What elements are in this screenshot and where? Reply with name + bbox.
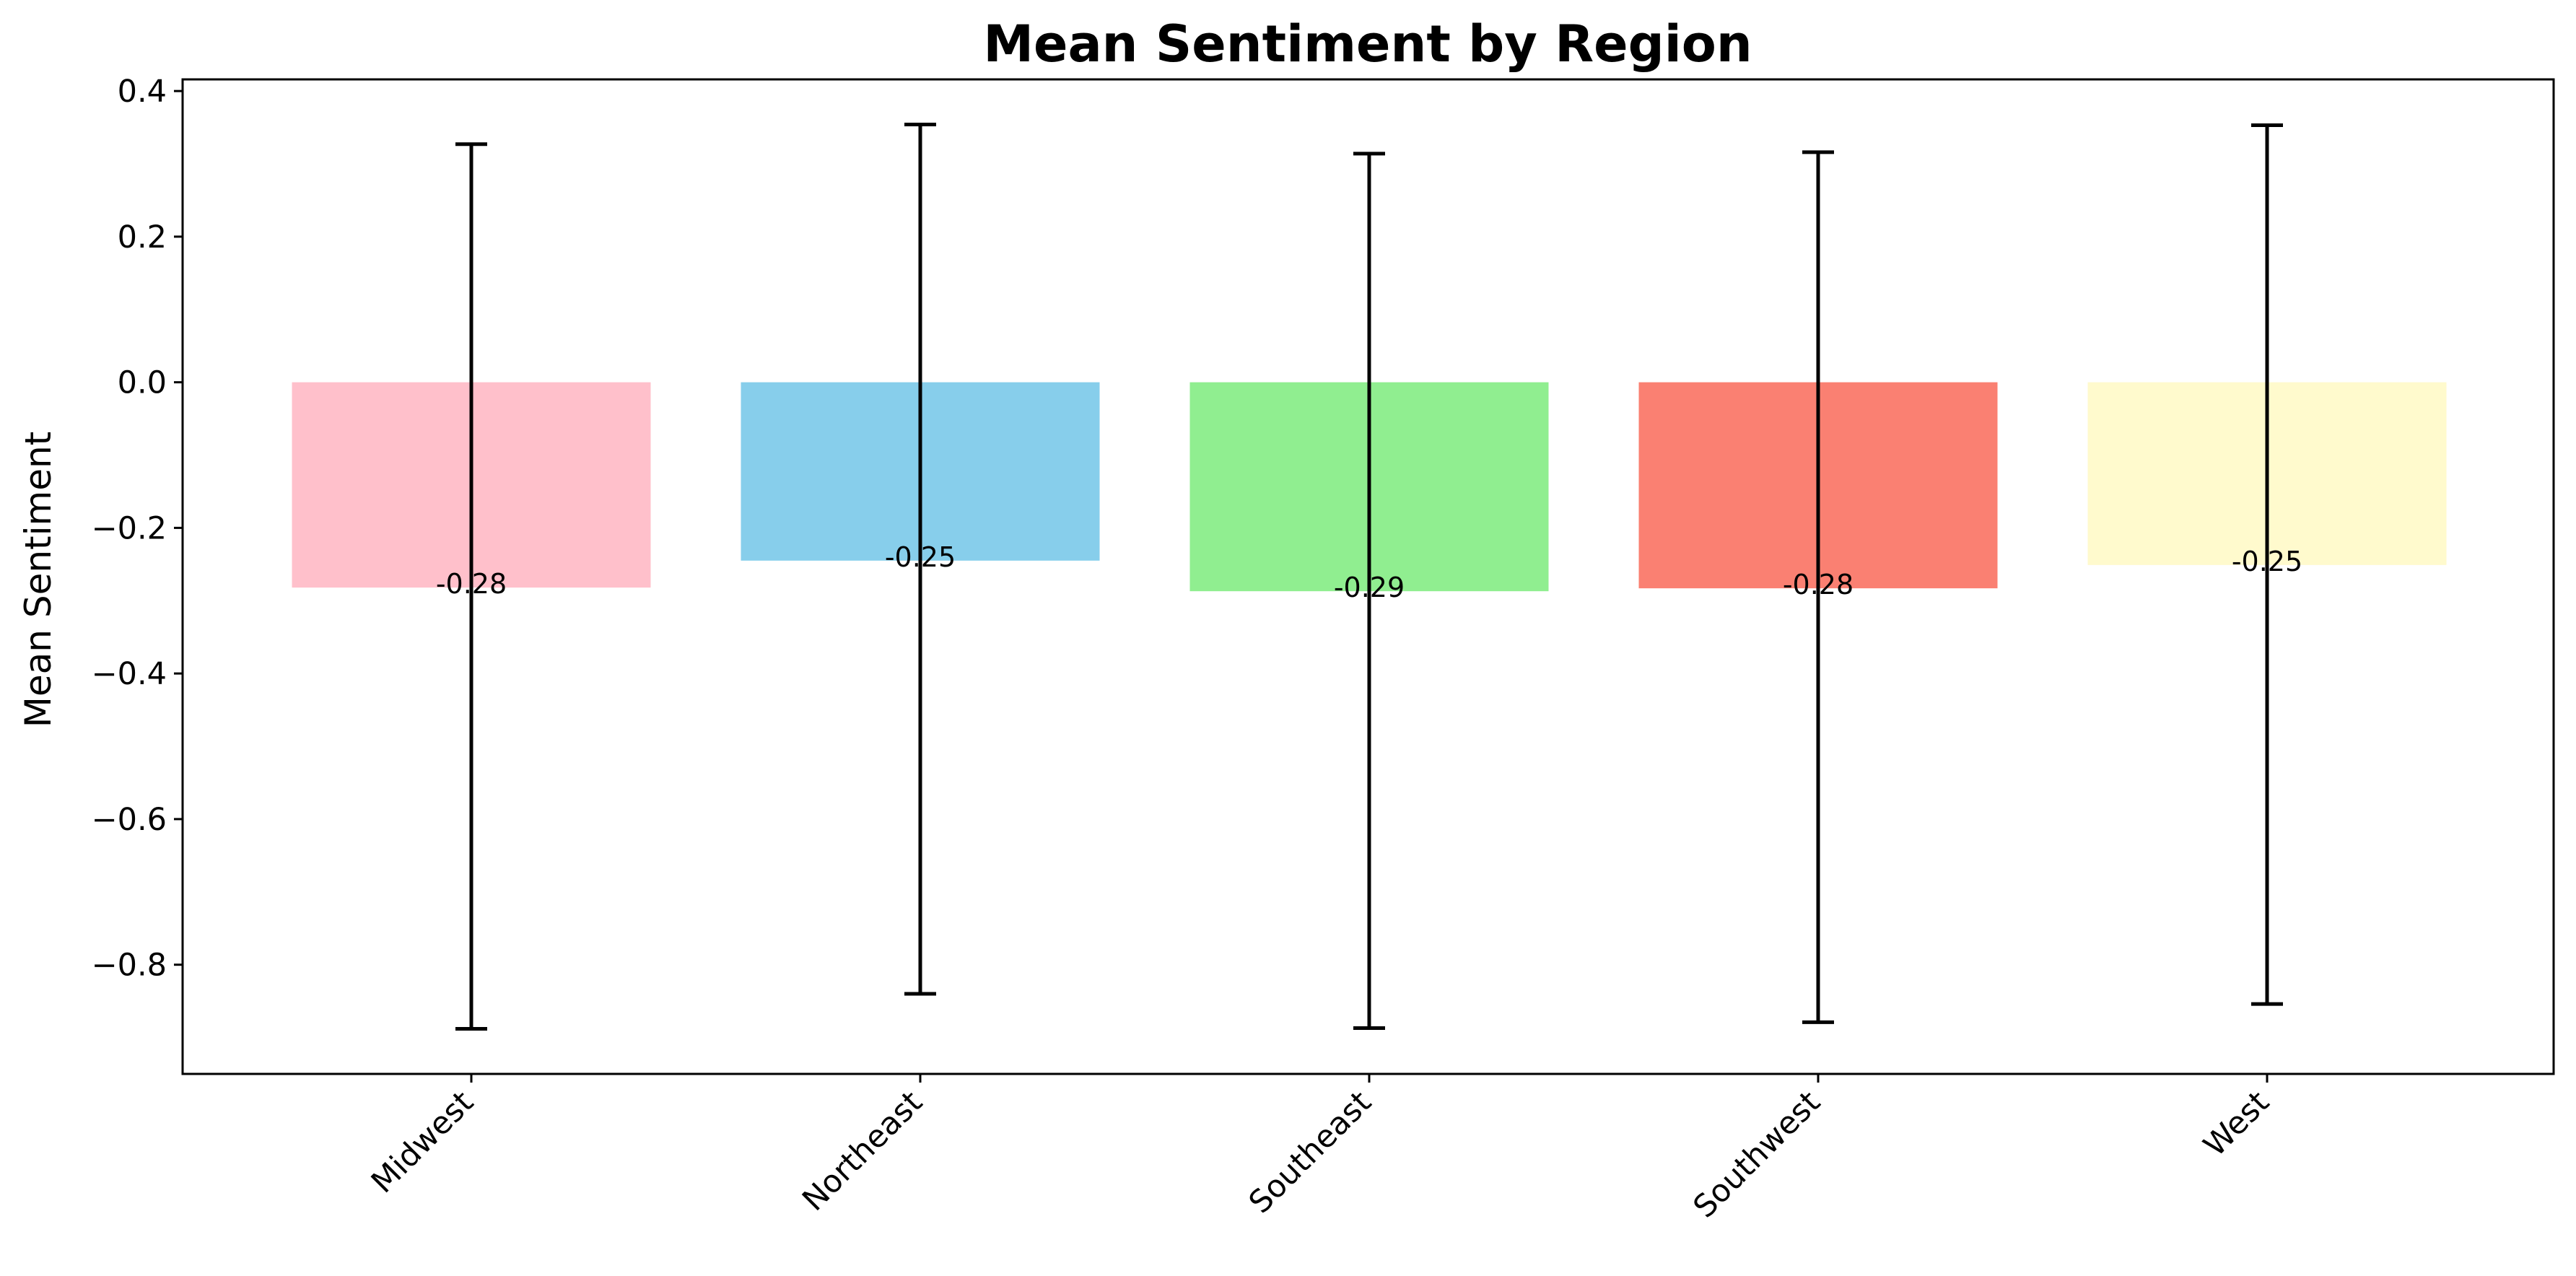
data-label: -0.28 bbox=[1783, 569, 1854, 600]
y-axis-label: Mean Sentiment bbox=[17, 432, 59, 728]
plot-frame bbox=[181, 78, 2555, 1075]
x-tick-label: Northeast bbox=[795, 1084, 930, 1218]
y-tick-label: 0.0 bbox=[118, 365, 167, 401]
x-tick-label: Southeast bbox=[1242, 1084, 1379, 1220]
y-tick-label: −0.6 bbox=[92, 802, 167, 838]
x-tick-label: West bbox=[2197, 1084, 2276, 1163]
y-tick-label: −0.4 bbox=[92, 656, 167, 692]
x-tick-label: Southwest bbox=[1687, 1084, 1828, 1225]
data-label: -0.28 bbox=[436, 568, 507, 600]
data-label: -0.29 bbox=[1334, 572, 1405, 603]
y-tick-label: −0.8 bbox=[92, 948, 167, 984]
y-tick-label: 0.2 bbox=[118, 219, 167, 255]
y-tick-label: −0.2 bbox=[92, 510, 167, 546]
chart-title: Mean Sentiment by Region bbox=[983, 14, 1752, 74]
x-tick-label: Midwest bbox=[364, 1084, 481, 1200]
chart-marks: 0.4 0.2 0.0 −0.2 −0.4 −0.6 −0.8 -0.28 Midwest -0.… bbox=[92, 74, 2447, 1225]
y-tick-label: 0.4 bbox=[118, 74, 167, 110]
data-label: -0.25 bbox=[2232, 546, 2302, 577]
data-label: -0.25 bbox=[885, 541, 956, 573]
